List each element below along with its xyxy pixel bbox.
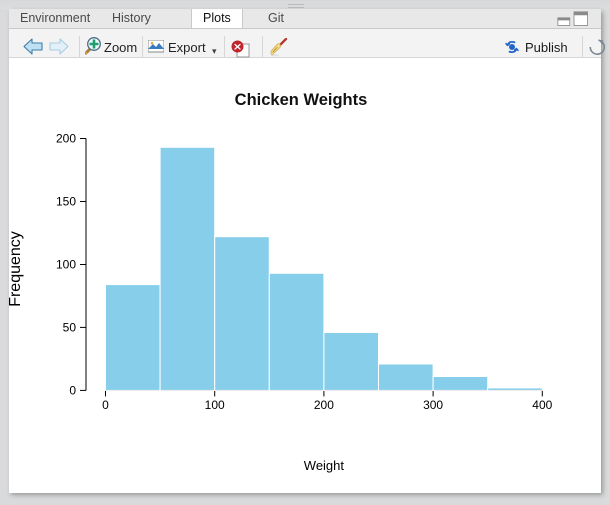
svg-text:200: 200 (314, 398, 334, 412)
svg-text:100: 100 (205, 398, 225, 412)
svg-text:300: 300 (423, 398, 443, 412)
svg-text:0: 0 (69, 383, 76, 397)
svg-text:100: 100 (56, 258, 76, 272)
svg-text:0: 0 (102, 398, 109, 412)
svg-text:150: 150 (56, 195, 76, 209)
svg-text:200: 200 (56, 132, 76, 146)
svg-text:Weight: Weight (304, 458, 345, 473)
svg-text:50: 50 (63, 320, 77, 334)
svg-text:400: 400 (532, 398, 552, 412)
svg-text:Frequency: Frequency (9, 231, 24, 307)
svg-text:Chicken Weights: Chicken Weights (235, 91, 368, 109)
